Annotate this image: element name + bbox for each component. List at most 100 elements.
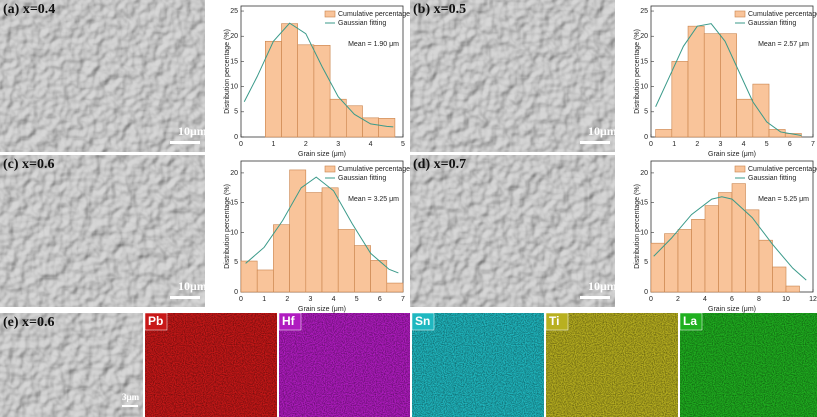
element-label: Sn [415, 314, 430, 328]
scale-bar [170, 296, 200, 299]
legend-swatch [324, 165, 336, 173]
bar [745, 209, 760, 293]
fit-line [653, 196, 807, 281]
y-tick-label: 15 [640, 58, 648, 65]
panel-label: (c) x=0.6 [3, 157, 55, 172]
y-tick-label: 5 [644, 259, 648, 266]
element-tag [411, 312, 435, 331]
y-tick-label: 10 [230, 229, 238, 236]
bar [687, 25, 705, 138]
panel-label: (a) x=0.4 [3, 2, 55, 17]
bar [772, 266, 787, 293]
bar [691, 219, 706, 293]
scale-bar [580, 141, 610, 144]
x-tick-label: 0 [239, 296, 243, 303]
y-axis-label: Distribution percentage (%) [224, 184, 231, 269]
y-axis-label: Distribution percentage (%) [634, 29, 641, 114]
y-tick-label: 25 [640, 8, 648, 15]
bar [720, 33, 737, 138]
y-tick-label: 25 [230, 8, 238, 15]
bar [731, 183, 746, 293]
element-tag [278, 312, 302, 331]
eds-map-noise [279, 313, 410, 417]
x-tick-label: 0 [239, 141, 243, 148]
bar [785, 285, 800, 293]
bar [758, 239, 773, 293]
y-tick-label: 15 [230, 200, 238, 207]
y-tick-label: 10 [640, 83, 648, 90]
x-tick-label: 2 [695, 141, 699, 148]
bar [752, 83, 770, 138]
x-tick-label: 6 [788, 141, 792, 148]
legend-swatch [734, 10, 746, 18]
element-label: La [683, 314, 697, 328]
x-tick-label: 10 [782, 296, 790, 303]
x-tick-label: 2 [285, 296, 289, 303]
sem-image [410, 0, 615, 152]
x-tick-label: 5 [765, 141, 769, 148]
fit-line [655, 23, 802, 136]
x-tick-label: 12 [809, 296, 817, 303]
bar [704, 205, 719, 293]
x-axis-label: Grain size (μm) [708, 151, 756, 158]
x-tick-label: 6 [730, 296, 734, 303]
element-label: Hf [282, 314, 296, 328]
y-tick-label: 0 [644, 134, 648, 141]
annotation: Mean = 3.25 μm [348, 196, 399, 203]
x-axis-label: Grain size (μm) [298, 151, 346, 158]
y-tick-label: 20 [230, 33, 238, 40]
bar [378, 118, 396, 138]
x-tick-label: 1 [271, 141, 275, 148]
bar [297, 44, 315, 138]
bar [655, 129, 673, 138]
bar [256, 269, 274, 293]
legend-label: Gaussian fitting [338, 20, 386, 27]
legend-label: Cumulative percentage [338, 166, 410, 173]
bar [273, 224, 290, 293]
y-tick-label: 5 [644, 109, 648, 116]
y-tick-label: 0 [644, 289, 648, 296]
scale-bar-label: 10μm [178, 279, 207, 293]
bar [354, 245, 371, 293]
legend-label: Gaussian fitting [338, 175, 386, 182]
y-axis-label: Distribution percentage (%) [634, 184, 641, 269]
bar [329, 98, 347, 138]
bar [305, 192, 323, 293]
fit-line [245, 176, 399, 274]
bar [264, 40, 282, 138]
y-tick-label: 15 [640, 200, 648, 207]
x-tick-label: 3 [308, 296, 312, 303]
y-tick-label: 10 [640, 229, 648, 236]
bar [703, 33, 721, 138]
element-label: Pb [148, 314, 163, 328]
annotation: Mean = 1.90 μm [348, 41, 399, 48]
x-tick-label: 8 [757, 296, 761, 303]
x-tick-label: 2 [304, 141, 308, 148]
legend-label: Cumulative percentage [338, 11, 410, 18]
legend-label: Cumulative percentage [748, 11, 817, 18]
legend-label: Cumulative percentage [748, 166, 817, 173]
y-tick-label: 15 [230, 58, 238, 65]
x-tick-label: 4 [742, 141, 746, 148]
bar [321, 187, 339, 293]
bar [313, 44, 331, 138]
scale-bar-label: 10μm [178, 124, 207, 138]
element-label: Ti [549, 314, 559, 328]
bar [677, 229, 692, 293]
x-tick-label: 2 [676, 296, 680, 303]
x-tick-label: 5 [355, 296, 359, 303]
y-tick-label: 20 [230, 170, 238, 177]
x-tick-label: 1 [672, 141, 676, 148]
y-tick-label: 0 [234, 134, 238, 141]
y-tick-label: 5 [234, 259, 238, 266]
x-tick-label: 0 [649, 141, 653, 148]
y-axis-label: Distribution percentage (%) [224, 29, 231, 114]
x-tick-label: 7 [811, 141, 815, 148]
scale-bar [122, 405, 138, 407]
panel-label: (d) x=0.7 [413, 157, 466, 172]
sem-image [0, 313, 143, 417]
x-tick-label: 4 [369, 141, 373, 148]
panel-label: (b) x=0.5 [413, 2, 466, 17]
bar [240, 260, 258, 293]
panel-label: (e) x=0.6 [3, 315, 55, 330]
